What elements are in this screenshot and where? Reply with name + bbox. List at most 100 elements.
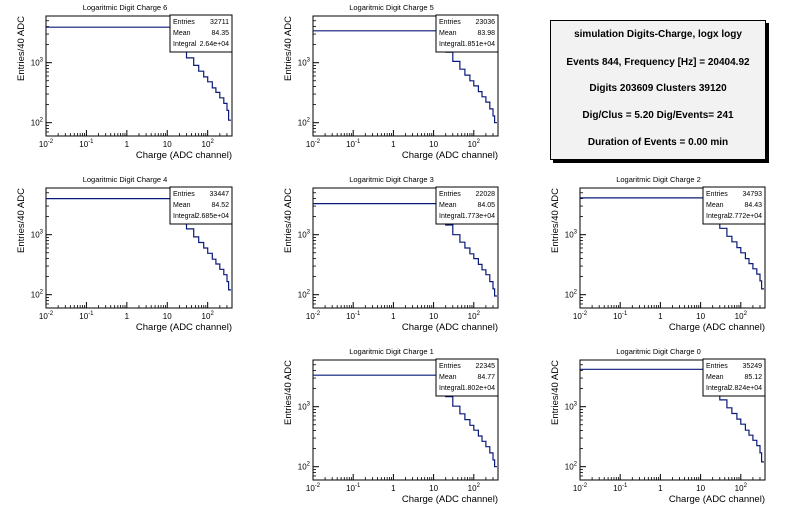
histogram-panel: Logaritmic Digit Charge 0 10-2 10-1 1 10 102 1… [550, 347, 766, 505]
stats-value-integral: 2.824e+04 [729, 385, 762, 392]
x-tick-label: 1 [125, 140, 130, 149]
stats-label-integral: Integral [439, 41, 463, 48]
stats-label-entries: Entries [173, 19, 195, 26]
stats-label-integral: Integral [706, 385, 730, 392]
x-axis-label: Charge (ADC channel) [669, 494, 765, 505]
stats-value-mean: 83.98 [477, 30, 495, 37]
plot-title: Logaritmic Digit Charge 1 [349, 347, 434, 356]
y-axis-label: Entries/40 ADC [16, 16, 27, 81]
x-tick-label: 10-1 [346, 311, 361, 321]
stats-value-mean: 84.35 [211, 30, 229, 37]
x-tick-label: 102 [202, 311, 215, 321]
x-tick-label: 10-1 [79, 311, 94, 321]
stats-label-mean: Mean [173, 202, 191, 209]
stats-value-entries: 32711 [210, 19, 229, 26]
plot-title: Logaritmic Digit Charge 6 [83, 3, 168, 12]
stats-value-integral: 1.802e+04 [462, 385, 495, 392]
stats-label-mean: Mean [439, 30, 457, 37]
y-tick-label: 102 [565, 462, 578, 472]
x-tick-label: 10-2 [306, 311, 321, 321]
x-tick-label: 10-1 [346, 483, 361, 493]
histogram-panel: Logaritmic Digit Charge 4 10-2 10-1 1 10 102 1… [16, 175, 233, 333]
histogram-panel: Logaritmic Digit Charge 1 10-2 10-1 1 10 102 1… [283, 347, 499, 505]
y-axis-label: Entries/40 ADC [283, 360, 294, 425]
x-tick-label: 10-2 [573, 311, 588, 321]
plot-title: Logaritmic Digit Charge 4 [83, 175, 168, 184]
x-tick-label: 10-1 [346, 139, 361, 149]
x-tick-label: 10-2 [39, 311, 54, 321]
stats-value-entries: 33447 [210, 191, 230, 198]
plot-title: Logaritmic Digit Charge 5 [349, 3, 434, 12]
x-tick-label: 1 [658, 484, 663, 493]
x-tick-label: 10 [696, 312, 705, 321]
y-tick-label: 103 [31, 58, 44, 68]
stats-value-entries: 23036 [476, 19, 496, 26]
stats-label-mean: Mean [173, 30, 191, 37]
histogram-panel: Logaritmic Digit Charge 5 10-2 10-1 1 10 102 1… [283, 3, 499, 161]
y-tick-label: 103 [298, 230, 311, 240]
x-tick-label: 10-2 [306, 139, 321, 149]
summary-ratio: Dig/Clus = 5.20 Dig/Events= 241 [582, 110, 734, 121]
x-tick-label: 10-2 [306, 483, 321, 493]
stats-label-mean: Mean [439, 202, 457, 209]
stats-label-entries: Entries [439, 363, 461, 370]
y-tick-label: 103 [565, 402, 578, 412]
y-axis-label: Entries/40 ADC [16, 188, 27, 253]
y-tick-label: 103 [31, 230, 44, 240]
x-tick-label: 1 [391, 312, 396, 321]
x-tick-label: 10 [429, 140, 438, 149]
stats-label-entries: Entries [173, 191, 195, 198]
x-tick-label: 10 [163, 312, 172, 321]
x-axis-label: Charge (ADC channel) [669, 322, 765, 333]
x-tick-label: 102 [468, 139, 481, 149]
x-tick-label: 10 [429, 312, 438, 321]
x-tick-label: 1 [125, 312, 130, 321]
plot-title: Logaritmic Digit Charge 2 [616, 175, 701, 184]
x-tick-label: 102 [202, 139, 215, 149]
stats-label-mean: Mean [706, 374, 724, 381]
y-tick-label: 103 [565, 230, 578, 240]
stats-value-entries: 35249 [743, 363, 763, 370]
x-tick-label: 10-1 [79, 139, 94, 149]
histogram-panel: Logaritmic Digit Charge 6 10-2 10-1 1 10 102 1… [16, 3, 233, 161]
x-axis-label: Charge (ADC channel) [136, 150, 232, 161]
stats-label-mean: Mean [706, 202, 724, 209]
y-axis-label: Entries/40 ADC [550, 188, 561, 253]
stats-label-entries: Entries [439, 19, 461, 26]
stats-value-integral: 2.64e+04 [200, 41, 229, 48]
x-tick-label: 10 [429, 484, 438, 493]
stats-box [702, 358, 766, 397]
y-axis-label: Entries/40 ADC [283, 16, 294, 81]
stats-label-entries: Entries [439, 191, 461, 198]
histogram-panel: Logaritmic Digit Charge 3 10-2 10-1 1 10 102 1… [283, 175, 499, 333]
summary-box: simulation Digits-Charge, logx logy Even… [550, 20, 766, 160]
y-tick-label: 102 [31, 118, 44, 128]
stats-value-entries: 22028 [476, 191, 496, 198]
x-tick-label: 10 [163, 140, 172, 149]
x-tick-label: 102 [735, 311, 748, 321]
y-tick-label: 102 [298, 290, 311, 300]
stats-box [435, 186, 499, 225]
x-tick-label: 10-2 [39, 139, 54, 149]
stats-value-mean: 84.05 [477, 202, 495, 209]
stats-box [169, 186, 233, 225]
stats-value-entries: 22345 [476, 363, 496, 370]
y-tick-label: 103 [298, 402, 311, 412]
x-tick-label: 1 [391, 140, 396, 149]
stats-label-integral: Integral [173, 41, 197, 48]
stats-label-entries: Entries [706, 191, 728, 198]
summary-events: Events 844, Frequency [Hz] = 20404.92 [566, 57, 750, 68]
stats-label-integral: Integral [706, 213, 730, 220]
stats-value-integral: 1.773e+04 [462, 213, 495, 220]
y-axis-label: Entries/40 ADC [283, 188, 294, 253]
stats-box [435, 14, 499, 53]
x-axis-label: Charge (ADC channel) [136, 322, 232, 333]
summary-duration: Duration of Events = 0.00 min [587, 137, 729, 148]
stats-box [702, 186, 766, 225]
stats-value-mean: 84.77 [477, 374, 495, 381]
plot-title: Logaritmic Digit Charge 3 [349, 175, 434, 184]
stats-value-mean: 84.52 [211, 202, 229, 209]
plot-title: Logaritmic Digit Charge 0 [616, 347, 701, 356]
x-tick-label: 10-2 [573, 483, 588, 493]
